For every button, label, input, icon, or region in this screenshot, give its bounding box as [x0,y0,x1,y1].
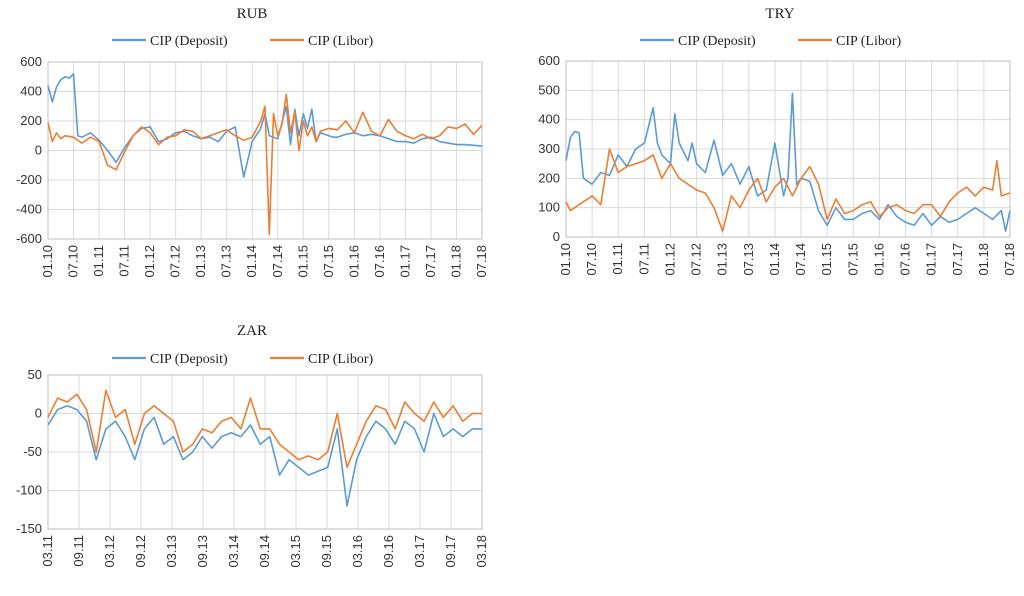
x-tick-label: 01.14 [244,245,259,278]
y-tick-label: 200 [538,170,560,185]
chart-svg-rub: RUB CIP (Deposit) CIP (Libor) 600 400 200 0 -20… [16,6,489,278]
chart-panel-try: TRY CIP (Deposit) CIP (Libor) 600 500 400 300 2… [512,0,1024,300]
x-tick-label: 01.14 [767,243,782,276]
x-tick-label: 03.14 [226,535,241,568]
x-tick-label: 01.15 [295,245,310,278]
legend-label-deposit: CIP (Deposit) [150,352,228,367]
x-tick-label: 01.17 [924,243,939,276]
legend-label-libor: CIP (Libor) [836,34,902,49]
x-tick-label: 07.15 [321,245,336,278]
y-tick-label: 600 [538,53,560,68]
legend-label-deposit: CIP (Deposit) [678,34,756,49]
x-tick-label: 03.16 [350,535,365,568]
chart-svg-try: TRY CIP (Deposit) CIP (Libor) 600 500 400 300 2… [538,6,1017,276]
y-tick-label: 500 [538,82,560,97]
x-tick-label: 07.14 [793,243,808,276]
chart-title-try: TRY [765,6,794,22]
x-tick-label: 01.10 [40,245,55,278]
x-tick-label: 09.17 [443,535,458,568]
y-tick-label: 600 [20,54,42,69]
series-line-deposit [565,92,1011,232]
x-tick-label: 03.17 [412,535,427,568]
x-tick-label: 01.17 [397,245,412,278]
x-tick-label: 09.14 [257,535,272,568]
x-tick-label: 07.12 [168,245,183,278]
chart-title-zar: ZAR [237,323,267,339]
x-tick-label: 07.11 [117,245,132,277]
chart-svg-zar: ZAR CIP (Deposit) CIP (Libor) 50 0 -50 -100 -15… [16,323,489,568]
x-tick-label: 07.13 [741,243,756,276]
y-tick-label: 200 [20,113,42,128]
y-tick-label: 400 [20,84,42,99]
legend-label-deposit: CIP (Deposit) [150,34,228,49]
series-line-libor [565,148,1011,232]
legend-label-libor: CIP (Libor) [308,34,374,49]
chart-panel-rub: RUB CIP (Deposit) CIP (Libor) 600 400 200 0 -20… [0,0,500,300]
x-tick-label: 07.10 [584,243,599,276]
x-tick-label: 01.13 [193,245,208,278]
y-tick-label: 100 [538,200,560,215]
y-tick-label: 0 [35,143,42,158]
y-tick-label: 0 [35,406,42,421]
x-tick-label: 09.15 [319,535,334,568]
series-line-deposit [47,405,482,507]
y-tick-label: -150 [16,521,42,536]
x-tick-label: 01.15 [819,243,834,276]
x-tick-label: 01.10 [558,243,573,276]
y-tick-label: 300 [538,141,560,156]
x-tick-label: 01.18 [448,245,463,278]
x-tick-label: 03.13 [164,535,179,568]
y-tick-label: -200 [16,172,42,187]
x-tick-label: 07.12 [689,243,704,276]
x-tick-label: 09.11 [71,535,86,567]
x-tick-label: 01.12 [142,245,157,278]
y-tick-label: 50 [28,367,42,382]
x-tick-label: 07.14 [270,245,285,278]
chart-panel-zar: ZAR CIP (Deposit) CIP (Libor) 50 0 -50 -100 -15… [0,318,500,596]
plot-frame [47,61,483,240]
x-tick-label: 09.16 [381,535,396,568]
x-tick-label: 09.12 [133,535,148,568]
x-tick-label: 07.17 [423,245,438,278]
x-tick-label: 07.18 [1002,243,1017,276]
x-tick-label: 07.13 [219,245,234,278]
x-tick-label: 09.13 [195,535,210,568]
x-tick-label: 03.12 [102,535,117,568]
x-tick-label: 03.11 [40,535,55,567]
x-tick-label: 07.17 [950,243,965,276]
x-tick-label: 01.16 [346,245,361,278]
plot-frame [47,374,483,530]
series-line-libor [47,389,482,469]
series-line-libor [47,93,483,236]
y-tick-label: -400 [16,202,42,217]
x-tick-label: 07.15 [845,243,860,276]
y-tick-label: 0 [553,229,560,244]
x-tick-label: 01.13 [715,243,730,276]
x-tick-label: 03.15 [288,535,303,568]
x-tick-label: 07.11 [636,243,651,275]
series-line-deposit [47,73,483,178]
chart-title-rub: RUB [237,6,268,22]
x-tick-label: 01.11 [610,243,625,275]
x-tick-label: 01.11 [91,245,106,277]
y-tick-label: -100 [16,483,42,498]
x-tick-label: 01.12 [662,243,677,276]
legend-label-libor: CIP (Libor) [308,352,374,367]
y-tick-label: 400 [538,112,560,127]
x-tick-label: 07.16 [898,243,913,276]
y-tick-label: -600 [16,231,42,246]
plot-frame [565,60,1011,238]
x-tick-label: 07.18 [474,245,489,278]
x-tick-label: 07.16 [372,245,387,278]
y-tick-label: -50 [23,444,42,459]
x-tick-label: 01.18 [976,243,991,276]
x-tick-label: 01.16 [871,243,886,276]
x-tick-label: 07.10 [66,245,81,278]
x-tick-label: 03.18 [474,535,489,568]
